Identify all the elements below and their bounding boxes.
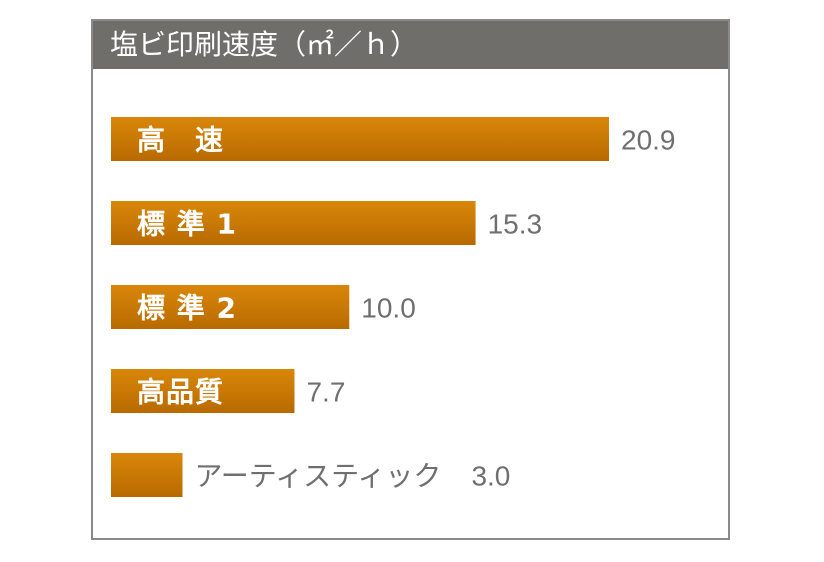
value-label-4: 3.0: [471, 461, 510, 492]
bar-4: [111, 453, 182, 497]
category-label-2: 標 準 2: [137, 292, 237, 325]
value-label-3: 7.7: [306, 377, 345, 408]
category-label-0: 高 速: [137, 124, 224, 157]
bars-group: 高 速 20.9 標 準 1 15.3 標 準 2 10.0 高品質 7.7 アーティスティック…: [111, 117, 676, 497]
category-label-4: アーティスティック: [194, 460, 441, 493]
value-label-1: 15.3: [488, 209, 542, 240]
category-label-3: 高品質: [137, 376, 224, 409]
category-label-1: 標 準 1: [137, 208, 237, 241]
value-label-0: 20.9: [621, 125, 676, 156]
value-label-2: 10.0: [361, 293, 416, 324]
